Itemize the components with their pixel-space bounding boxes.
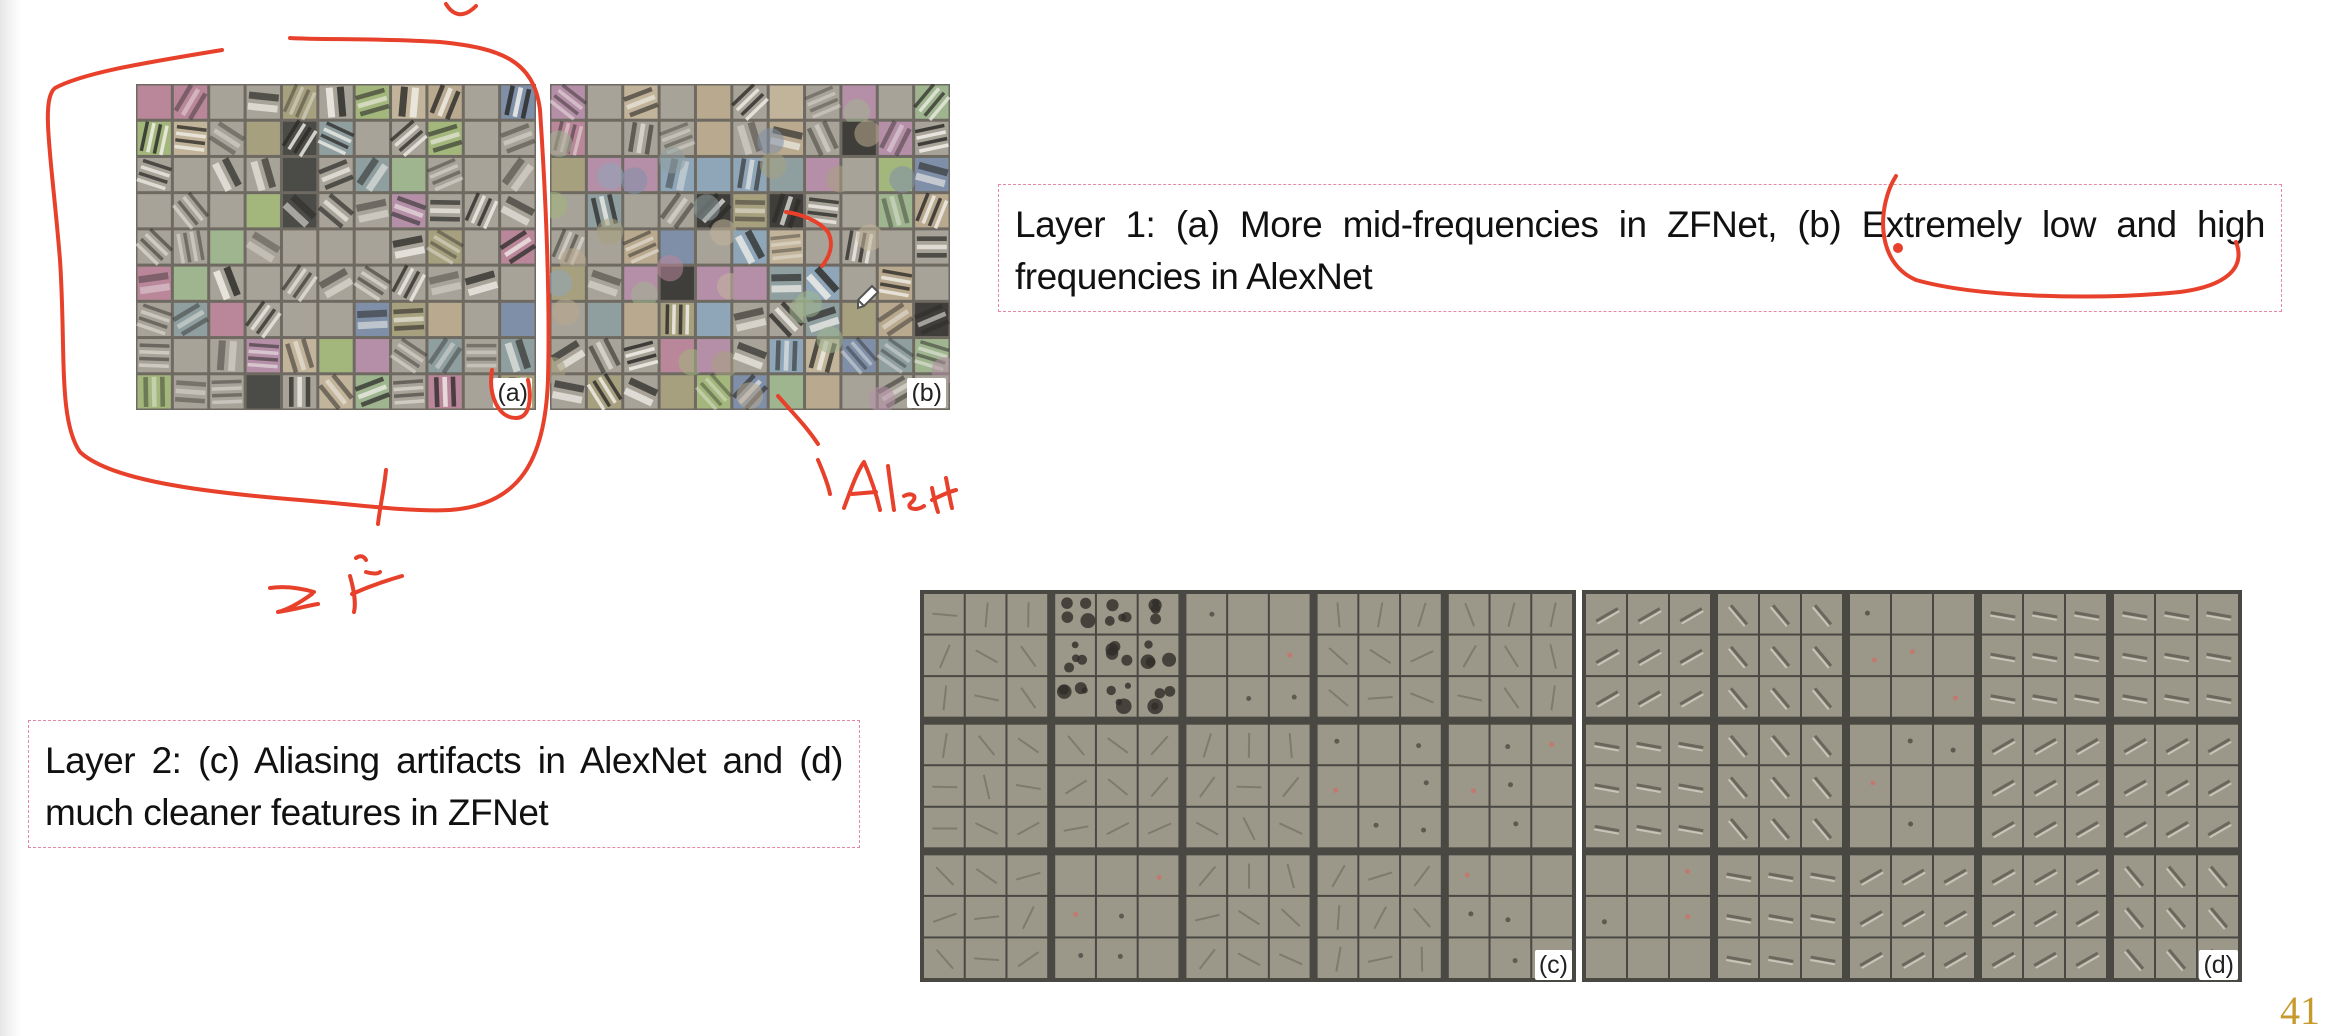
page-edge-shadow [0, 0, 22, 1036]
ink-mark-top [444, 2, 478, 17]
ink-text-zf [268, 554, 404, 614]
feature-grid-d [1582, 590, 2242, 982]
caption-layer2: Layer 2: (c) Aliasing artifacts in AlexN… [28, 720, 860, 848]
figure-panel-b: (b) [550, 84, 950, 410]
panel-label-a: (a) [493, 378, 532, 408]
panel-label-c: (c) [1534, 950, 1572, 980]
ink-text-alex [816, 458, 958, 514]
figure-panel-a: (a) [136, 84, 536, 410]
panel-label-d: (d) [2199, 950, 2238, 980]
figure-panel-d: (d) [1582, 590, 2242, 982]
ink-tick-under-a [376, 468, 388, 526]
filter-grid-b [550, 84, 950, 410]
panel-label-b: (b) [907, 378, 946, 408]
filter-grid-a [136, 84, 536, 410]
feature-grid-c [920, 590, 1576, 982]
slide-number: 41 [2280, 988, 2320, 1033]
caption-layer1: Layer 1: (a) More mid-frequencies in ZFN… [998, 184, 2282, 312]
figure-panel-c: (c) [920, 590, 1576, 982]
